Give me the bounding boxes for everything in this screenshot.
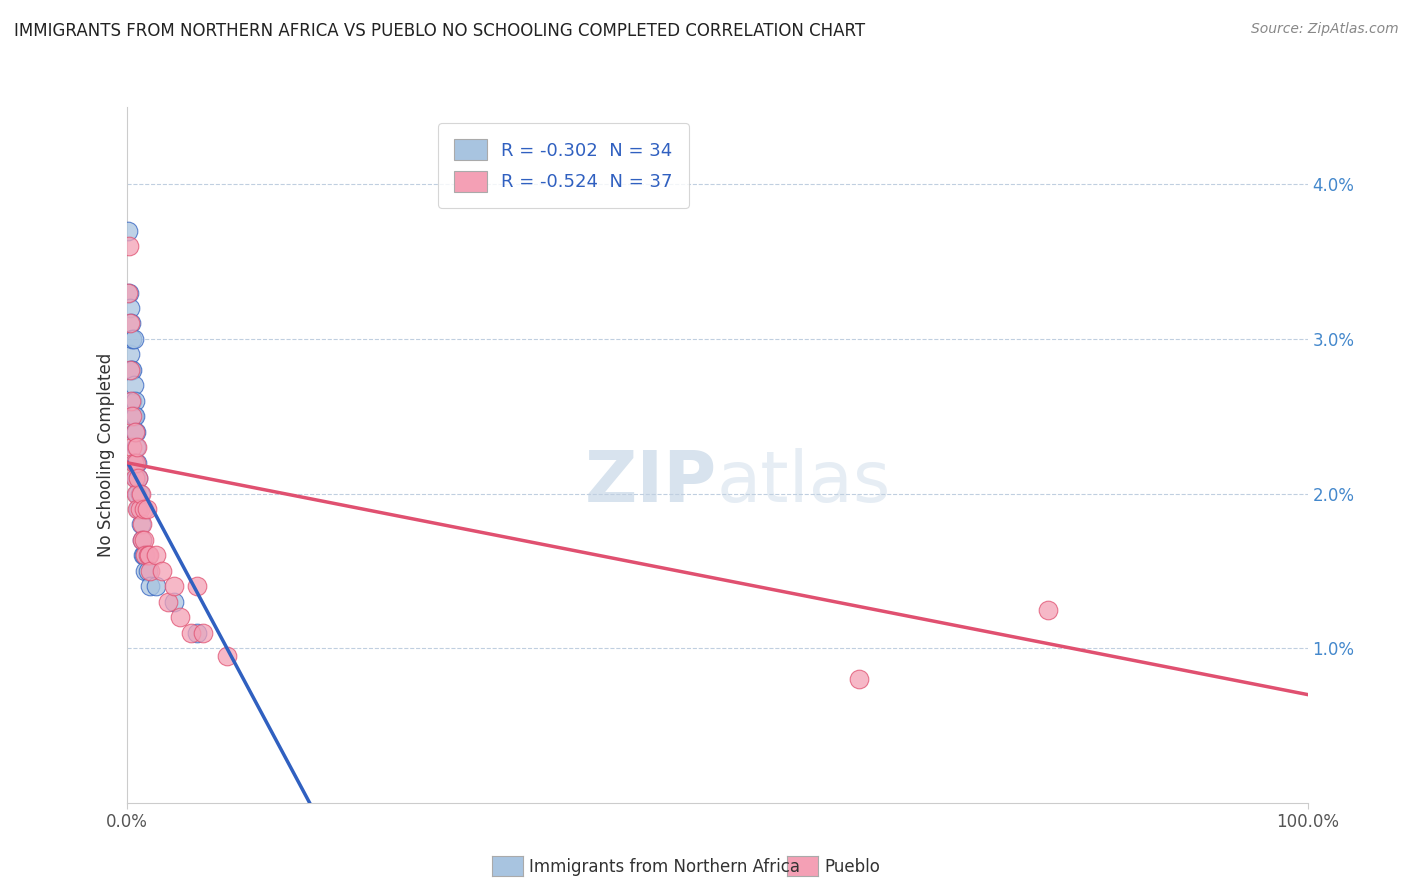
Point [136, 549, 159, 563]
Point [134, 549, 156, 563]
Point [127, 471, 149, 485]
Point [120, 363, 142, 377]
Point [117, 285, 139, 300]
Point [180, 625, 202, 640]
Point [132, 549, 155, 563]
Point [127, 502, 149, 516]
Point [135, 502, 157, 516]
Point [127, 456, 149, 470]
Point [120, 317, 142, 331]
Point [215, 648, 238, 663]
Point [122, 456, 145, 470]
Point [848, 672, 870, 686]
Text: IMMIGRANTS FROM NORTHERN AFRICA VS PUEBLO NO SCHOOLING COMPLETED CORRELATION CHA: IMMIGRANTS FROM NORTHERN AFRICA VS PUEBL… [14, 22, 865, 40]
Point [122, 378, 145, 392]
Point [124, 456, 146, 470]
Point [122, 332, 145, 346]
Point [117, 224, 139, 238]
Text: Source: ZipAtlas.com: Source: ZipAtlas.com [1251, 22, 1399, 37]
Point [128, 486, 150, 500]
Point [134, 564, 156, 578]
Point [124, 425, 146, 439]
Point [131, 533, 153, 547]
Point [125, 486, 148, 500]
Point [122, 409, 145, 424]
Point [121, 393, 143, 408]
Text: atlas: atlas [717, 449, 891, 517]
Point [120, 363, 142, 377]
Point [134, 549, 156, 563]
Point [125, 471, 148, 485]
Point [163, 579, 186, 593]
Legend: R = -0.302  N = 34, R = -0.524  N = 37: R = -0.302 N = 34, R = -0.524 N = 37 [439, 123, 689, 208]
Point [134, 533, 156, 547]
Y-axis label: No Schooling Completed: No Schooling Completed [97, 353, 115, 557]
Point [127, 471, 149, 485]
Point [150, 564, 173, 578]
Point [127, 502, 149, 516]
Point [120, 317, 142, 331]
Point [129, 486, 152, 500]
Point [163, 595, 186, 609]
Point [186, 625, 208, 640]
Point [186, 579, 208, 593]
Point [124, 409, 146, 424]
Point [169, 610, 191, 624]
Point [131, 533, 153, 547]
Point [125, 456, 148, 470]
Point [136, 564, 159, 578]
Point [124, 393, 146, 408]
Text: Pueblo: Pueblo [824, 858, 880, 876]
Point [138, 549, 160, 563]
Point [129, 517, 152, 532]
Point [124, 425, 146, 439]
Text: ZIP: ZIP [585, 449, 717, 517]
Point [121, 363, 143, 377]
Text: Immigrants from Northern Africa: Immigrants from Northern Africa [529, 858, 800, 876]
Point [120, 393, 142, 408]
Point [128, 502, 150, 516]
Point [145, 579, 167, 593]
Point [139, 564, 162, 578]
Point [121, 409, 143, 424]
Point [193, 625, 215, 640]
Point [121, 332, 143, 346]
Point [121, 440, 143, 454]
Point [156, 595, 179, 609]
Point [125, 440, 148, 454]
Point [145, 549, 167, 563]
Point [127, 486, 149, 500]
Point [131, 517, 153, 532]
Point [125, 425, 148, 439]
Point [139, 579, 162, 593]
Point [127, 440, 149, 454]
Point [118, 285, 141, 300]
Point [134, 502, 156, 516]
Point [118, 239, 141, 253]
Point [124, 471, 146, 485]
Point [1036, 602, 1059, 616]
Point [120, 347, 142, 361]
Point [120, 301, 142, 315]
